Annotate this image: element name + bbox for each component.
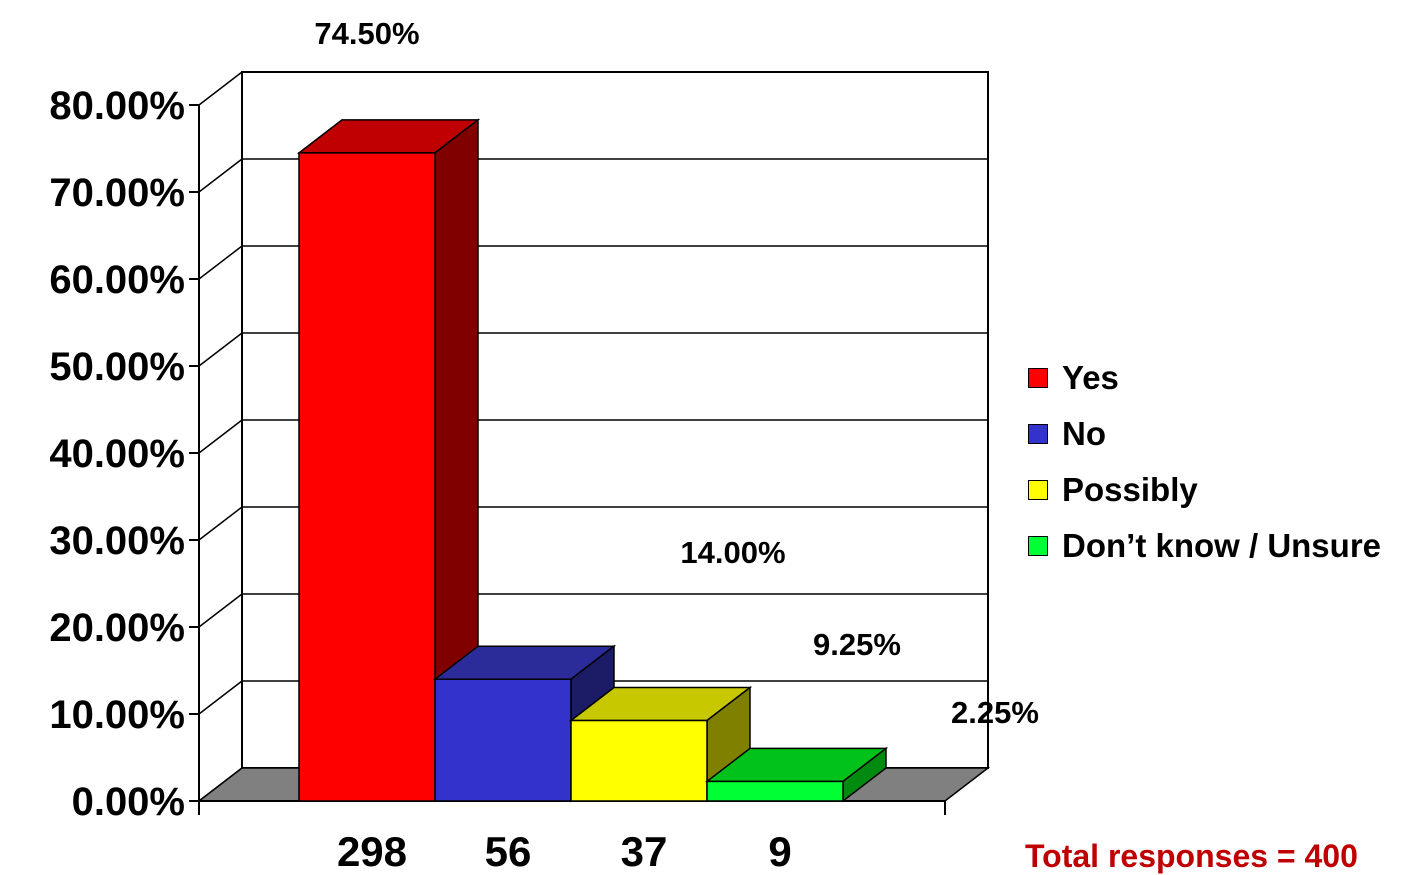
y-tick-label: 50.00% <box>49 345 185 389</box>
y-tick-label: 60.00% <box>49 258 185 302</box>
y-tick-label: 20.00% <box>49 606 185 650</box>
gridline-depth <box>198 71 243 106</box>
legend-swatch-possibly <box>1028 480 1048 500</box>
gridline-depth <box>198 245 243 280</box>
bar-2 <box>434 678 572 802</box>
value-label: 9.25% <box>813 627 901 662</box>
legend-item-unsure: Don’t know / Unsure <box>1028 518 1381 574</box>
legend-item-possibly: Possibly <box>1028 462 1381 518</box>
category-label: 56 <box>485 828 532 873</box>
legend-label-yes: Yes <box>1062 359 1119 396</box>
y-tick-label: 80.00% <box>49 84 185 128</box>
bar-4 <box>706 780 844 802</box>
y-tick-label: 70.00% <box>49 171 185 215</box>
gridline-depth <box>198 593 243 628</box>
category-label: 37 <box>621 828 668 873</box>
legend-item-yes: Yes <box>1028 350 1381 406</box>
legend-label-unsure: Don’t know / Unsure <box>1062 527 1382 564</box>
category-label: 298 <box>337 828 407 873</box>
legend: Yes No Possibly Don’t know / Unsure <box>1028 350 1381 574</box>
legend-swatch-yes <box>1028 368 1048 388</box>
bar-1 <box>298 152 436 802</box>
y-tick-label: 10.00% <box>49 693 185 737</box>
bar-3 <box>570 719 708 802</box>
category-label: 9 <box>768 828 791 873</box>
legend-item-no: No <box>1028 406 1381 462</box>
value-label: 14.00% <box>680 535 785 570</box>
y-tick-label: 40.00% <box>49 432 185 476</box>
value-label: 74.50% <box>314 16 419 51</box>
legend-label-no: No <box>1062 415 1106 452</box>
total-responses-note: Total responses = 400 <box>1025 838 1358 874</box>
legend-swatch-no <box>1028 424 1048 444</box>
gridline-depth <box>198 332 243 367</box>
y-tick-label: 30.00% <box>49 519 185 563</box>
gridline-depth <box>198 419 243 454</box>
value-label: 2.25% <box>951 695 1039 730</box>
gridline-depth <box>198 506 243 541</box>
gridline-depth <box>198 158 243 193</box>
y-tick-label: 0.00% <box>72 780 185 824</box>
legend-swatch-unsure <box>1028 536 1048 556</box>
gridline-depth <box>198 680 243 715</box>
legend-label-possibly: Possibly <box>1062 471 1198 508</box>
